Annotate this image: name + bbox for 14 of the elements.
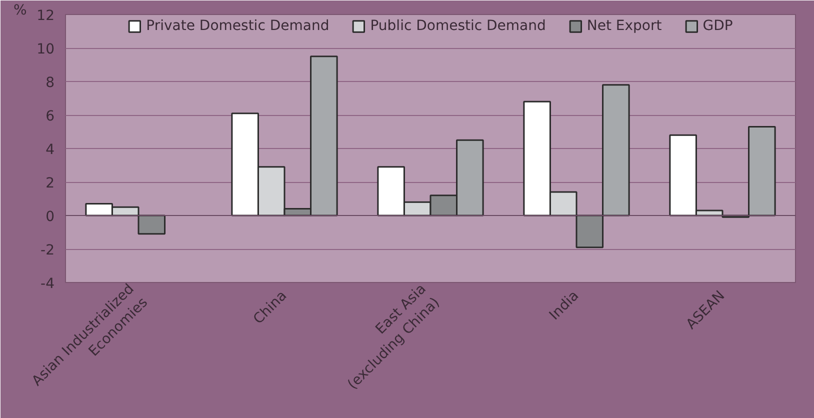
y-tick-label: 0 — [46, 209, 55, 225]
y-tick-label: 10 — [36, 42, 55, 58]
y-tick-label: 4 — [46, 142, 55, 158]
legend-label: Net Export — [586, 18, 662, 34]
y-axis-title: % — [14, 2, 27, 18]
y-tick-label: 2 — [46, 176, 55, 192]
y-tick-label: 6 — [46, 108, 55, 124]
legend-label: GDP — [702, 18, 733, 34]
y-tick-label: 12 — [36, 8, 55, 24]
y-tick-label: 8 — [46, 75, 55, 91]
y-tick-label: -2 — [40, 242, 55, 258]
legend-label: Private Domestic Demand — [146, 18, 330, 34]
y-tick-label: -4 — [40, 276, 55, 292]
legend-label: Public Domestic Demand — [370, 18, 546, 34]
